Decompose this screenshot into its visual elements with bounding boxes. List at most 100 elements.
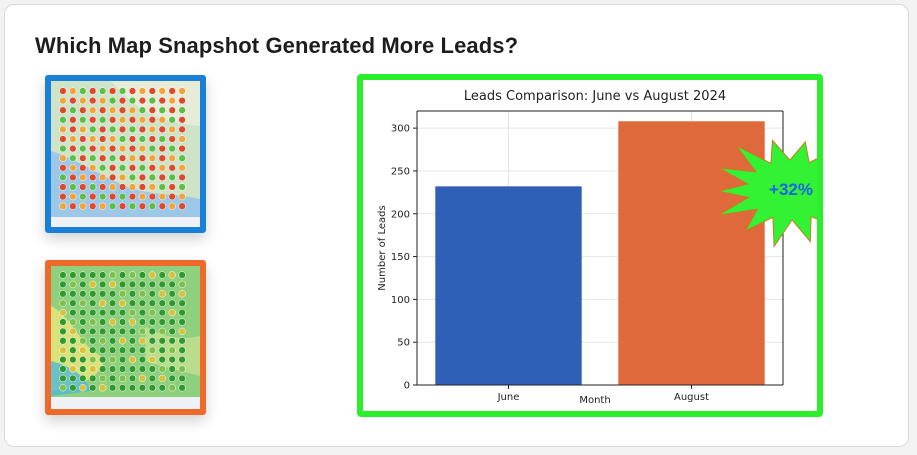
map-rank-dot <box>79 384 87 392</box>
map-rank-dot <box>89 365 97 373</box>
map-rank-dot <box>148 280 156 289</box>
map-rank-dot <box>178 173 186 182</box>
map-rank-dot <box>178 318 186 326</box>
map-rank-dot <box>99 346 107 354</box>
leads-chart-frame: Leads Comparison: June vs August 2024 0 5… <box>357 74 823 417</box>
map-rank-dot <box>69 365 77 373</box>
map-rank-dot <box>108 125 117 134</box>
y-tick-label: 200 <box>391 209 410 220</box>
map-rank-dot <box>69 318 77 326</box>
map-rank-dot <box>138 327 147 336</box>
map-rank-dot <box>89 308 97 317</box>
map-rank-dot <box>69 183 77 191</box>
map-rank-dot <box>128 280 137 289</box>
map-rank-dot <box>178 355 186 364</box>
map-rank-dot <box>79 365 87 373</box>
june-map-snapshot[interactable] <box>45 75 206 233</box>
map-rank-dot <box>69 374 77 383</box>
map-rank-dot <box>69 144 77 153</box>
map-rank-dot <box>108 308 117 317</box>
map-rank-dot <box>89 164 97 172</box>
map-rank-dot <box>108 192 117 201</box>
chart-title: Leads Comparison: June vs August 2024 <box>464 89 726 104</box>
map-rank-dot <box>99 106 107 114</box>
map-rank-dot <box>158 318 166 326</box>
map-rank-dot <box>148 202 156 210</box>
map-rank-dot <box>148 183 156 191</box>
map-rank-dot <box>118 154 127 162</box>
map-rank-dot <box>99 308 107 317</box>
map-rank-dot <box>59 290 67 298</box>
map-rank-dot <box>89 96 97 105</box>
map-rank-dot <box>148 271 156 279</box>
map-rank-dot <box>178 116 186 124</box>
map-rank-dot <box>128 116 137 124</box>
map-rank-dot <box>79 318 87 326</box>
august-map-snapshot[interactable] <box>45 260 206 415</box>
map-rank-dot <box>168 87 176 95</box>
map-rank-dot <box>108 154 117 162</box>
map-rank-dot <box>69 327 77 336</box>
map-rank-dot <box>128 125 137 134</box>
map-rank-dot <box>118 116 127 124</box>
map-rank-dot <box>89 271 97 279</box>
map-rank-dot <box>128 337 137 345</box>
map-rank-dot <box>79 290 87 298</box>
map-rank-dot <box>158 135 166 143</box>
map-rank-dot <box>128 183 137 191</box>
map-rank-dot <box>158 355 166 364</box>
map-rank-dot <box>79 327 87 336</box>
map-rank-dot <box>138 135 147 143</box>
map-rank-dot <box>128 135 137 143</box>
y-tick-label: 250 <box>391 166 410 177</box>
map-rank-dot <box>69 106 77 114</box>
map-rank-dot <box>59 308 67 317</box>
june-map-image <box>51 81 200 227</box>
map-rank-dot <box>158 374 166 383</box>
map-rank-dot <box>59 374 67 383</box>
map-rank-dot <box>89 290 97 298</box>
map-rank-dot <box>178 290 186 298</box>
map-rank-dot <box>148 154 156 162</box>
map-rank-dot <box>168 96 176 105</box>
map-rank-dot <box>108 290 117 298</box>
map-rank-dot <box>168 135 176 143</box>
map-rank-dot <box>118 346 127 354</box>
map-rank-dot <box>118 125 127 134</box>
map-rank-dot <box>148 135 156 143</box>
map-rank-dot <box>89 318 97 326</box>
map-rank-dot <box>158 116 166 124</box>
map-rank-dot <box>138 271 147 279</box>
map-rank-dot <box>69 96 77 105</box>
map-rank-dot <box>69 173 77 182</box>
map-rank-dot <box>118 173 127 182</box>
map-rank-dot <box>168 144 176 153</box>
map-rank-dot <box>118 183 127 191</box>
leads-bar-chart: Leads Comparison: June vs August 2024 0 5… <box>377 89 817 406</box>
map-rank-dot <box>178 280 186 289</box>
map-rank-dot <box>59 346 67 354</box>
map-rank-dot <box>158 144 166 153</box>
bar-august <box>618 121 765 386</box>
map-rank-dot <box>99 164 107 172</box>
map-rank-dot <box>69 87 77 95</box>
map-rank-dot <box>128 192 137 201</box>
map-rank-dot <box>138 374 147 383</box>
map-rank-dot <box>138 192 147 201</box>
percent-increase-badge: +32% <box>718 139 817 249</box>
map-rank-dot <box>148 318 156 326</box>
map-rank-dot <box>148 355 156 364</box>
map-rank-dot <box>178 87 186 95</box>
map-rank-dot <box>118 374 127 383</box>
map-rank-dot <box>99 87 107 95</box>
map-rank-dot <box>79 154 87 162</box>
map-rank-dot <box>158 173 166 182</box>
map-rank-dot <box>118 192 127 201</box>
map-rank-dot <box>69 164 77 172</box>
map-rank-dot <box>168 154 176 162</box>
map-rank-dot <box>108 96 117 105</box>
map-rank-dot <box>59 135 67 143</box>
map-rank-dot <box>69 280 77 289</box>
map-rank-dot <box>89 87 97 95</box>
map-rank-dot <box>89 280 97 289</box>
